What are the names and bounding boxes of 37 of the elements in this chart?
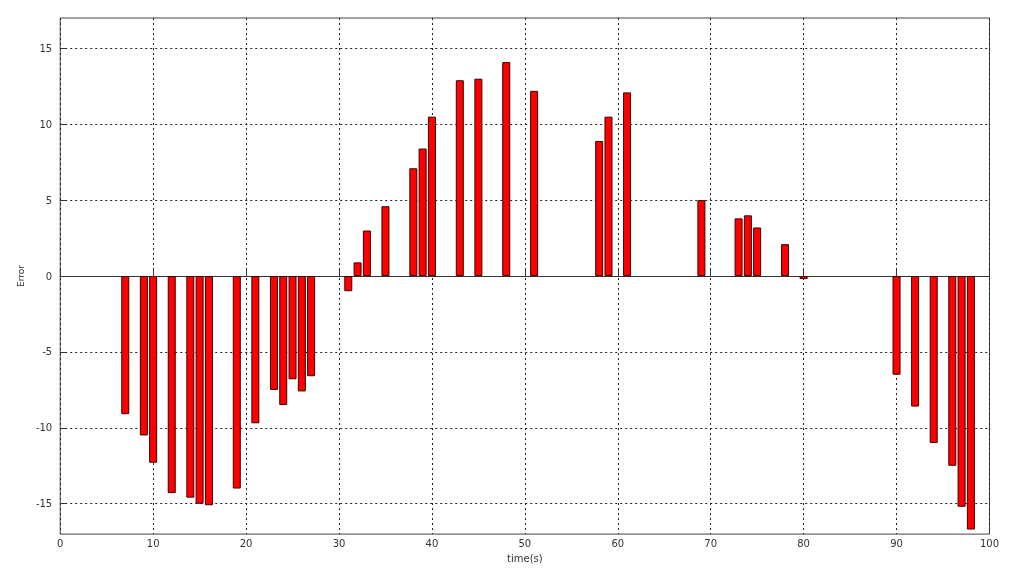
bar bbox=[344, 276, 353, 292]
bar bbox=[929, 276, 938, 444]
y-tick-label: -15 bbox=[35, 498, 53, 510]
x-tick-label: 30 bbox=[332, 537, 346, 549]
x-tick-label: 70 bbox=[704, 537, 718, 549]
bar bbox=[167, 276, 176, 494]
bar bbox=[381, 206, 390, 277]
x-axis-title: time(s) bbox=[507, 552, 543, 564]
bar bbox=[799, 276, 808, 280]
y-tick-label: 0 bbox=[45, 270, 53, 282]
x-tick-label: 90 bbox=[890, 537, 903, 549]
y-axis-title: Error bbox=[15, 264, 26, 288]
bar bbox=[530, 90, 539, 277]
x-tick-label: 60 bbox=[611, 537, 625, 549]
bar bbox=[121, 276, 130, 415]
bar bbox=[892, 276, 901, 375]
y-tick-label: 10 bbox=[39, 118, 53, 130]
bar bbox=[474, 78, 483, 277]
x-tick-label: 40 bbox=[425, 537, 439, 549]
x-tick-label: 0 bbox=[57, 537, 64, 549]
x-tick-label: 20 bbox=[239, 537, 253, 549]
x-tick-label: 100 bbox=[979, 537, 999, 549]
bar bbox=[502, 62, 511, 277]
y-tick-label: -10 bbox=[35, 422, 53, 434]
y-tick-label: -5 bbox=[42, 346, 53, 358]
y-tick-label: 15 bbox=[39, 42, 53, 54]
x-tick-label: 80 bbox=[797, 537, 810, 549]
bar bbox=[251, 276, 260, 424]
bar bbox=[623, 92, 632, 277]
x-tick-label: 50 bbox=[518, 537, 532, 549]
bar bbox=[781, 244, 790, 277]
x-tick-label: 10 bbox=[146, 537, 160, 549]
y-tick-label: 5 bbox=[45, 194, 53, 206]
bar bbox=[911, 276, 920, 407]
bar bbox=[455, 80, 464, 277]
bar bbox=[697, 200, 706, 277]
bar bbox=[232, 276, 241, 489]
